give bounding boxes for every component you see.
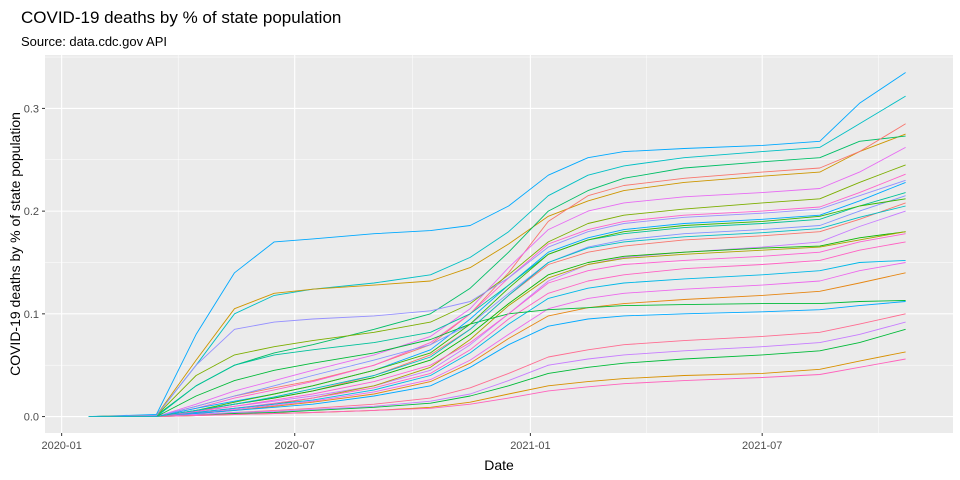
y-tick-label: 0.3 (24, 103, 39, 115)
series-line (88, 328, 906, 418)
chart-title: COVID-19 deaths by % of state population (21, 8, 341, 27)
series-line (88, 301, 906, 418)
y-axis-title: COVID-19 deaths by % of state population (7, 112, 23, 376)
plot-panel (45, 55, 953, 433)
series-line (88, 72, 906, 418)
series-line (88, 262, 906, 418)
series-lines (88, 72, 906, 418)
series-line (88, 173, 906, 418)
series-line (88, 300, 906, 418)
x-tick-label: 2020-01 (41, 440, 81, 452)
x-axis: 2020-01 2020-07 2021-01 2021-07 (41, 433, 782, 452)
y-tick-label: 0.0 (24, 412, 39, 424)
series-line (88, 192, 906, 418)
chart-subtitle: Source: data.cdc.gov API (21, 34, 167, 49)
x-tick-label: 2021-07 (742, 440, 782, 452)
series-line (88, 198, 906, 418)
series-line (88, 321, 906, 418)
series-line (88, 195, 906, 418)
series-line (88, 358, 906, 418)
y-tick-label: 0.2 (24, 206, 39, 218)
series-line (88, 259, 906, 418)
x-axis-title: Date (484, 457, 514, 473)
series-line (88, 181, 906, 418)
series-line (88, 179, 906, 418)
series-line (88, 233, 906, 418)
series-line (88, 147, 906, 418)
y-axis: 0.0 0.1 0.2 0.3 (24, 103, 45, 424)
series-line (88, 95, 906, 418)
x-tick-label: 2020-07 (275, 440, 315, 452)
x-tick-label: 2021-01 (510, 440, 550, 452)
major-gridlines (45, 55, 953, 433)
y-tick-label: 0.1 (24, 309, 39, 321)
minor-gridlines (45, 55, 953, 433)
series-line (88, 133, 906, 418)
series-line (88, 205, 906, 418)
